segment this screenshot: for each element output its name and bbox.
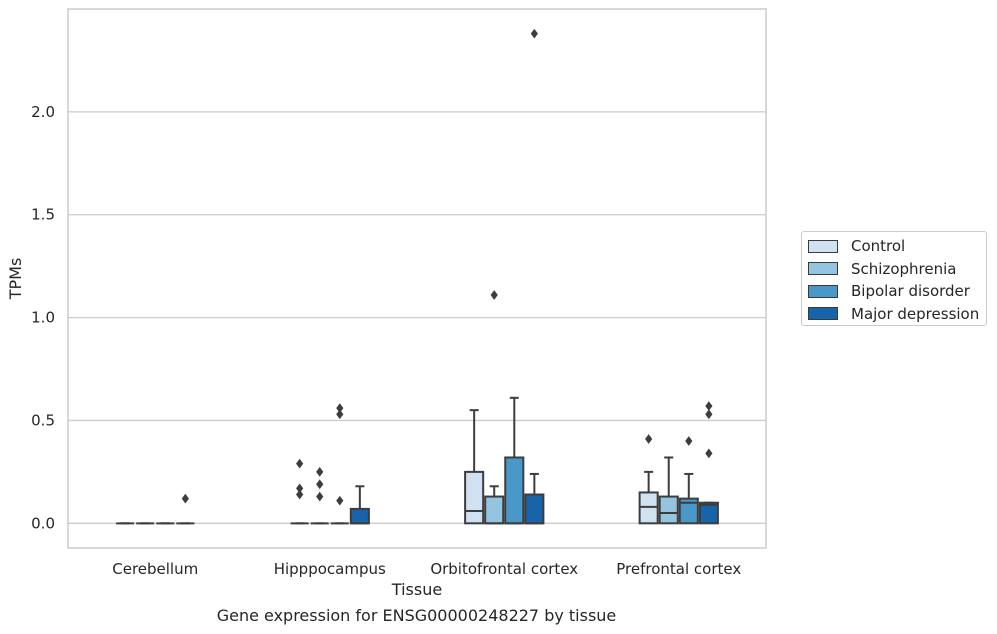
legend-swatch [808, 307, 838, 321]
outlier-marker [181, 493, 189, 504]
box-schizophrenia [658, 456, 679, 525]
outlier-marker [296, 458, 304, 469]
box-schizophrenia [310, 467, 329, 525]
x-tick-label: Cerebellum [112, 560, 198, 578]
y-tick-label: 0.0 [31, 514, 55, 532]
outlier-marker [336, 403, 344, 413]
legend-item: Control [802, 235, 986, 258]
outlier-marker [336, 409, 344, 420]
legend-swatch [808, 262, 838, 276]
legend-swatch [808, 239, 838, 253]
box-body [658, 495, 679, 525]
outlier-marker [705, 409, 713, 420]
legend-item: Major depression [802, 303, 986, 326]
outlier-marker [685, 436, 693, 446]
y-tick-label: 1.0 [31, 309, 55, 327]
y-tick-label: 2.0 [31, 103, 55, 121]
x-tick-label: Prefrontal cortex [616, 560, 741, 578]
outlier-marker [336, 495, 344, 506]
outlier-marker [530, 28, 538, 39]
legend-swatch [808, 284, 838, 298]
x-tick-label: Hipppocampus [274, 560, 386, 578]
box-control [290, 458, 309, 525]
box-body [484, 495, 505, 525]
box-body [698, 501, 719, 525]
box-bipolar-disorder [678, 436, 699, 525]
plot-frame [67, 8, 767, 549]
x-tick-label: Orbitofrontal cortex [430, 560, 578, 578]
box-major-depression [349, 485, 370, 525]
box-major-depression [698, 401, 719, 525]
legend-item: Schizophrenia [802, 258, 986, 281]
box-control [638, 434, 659, 525]
x-axis-label: Tissue [391, 580, 442, 599]
box-body [638, 491, 659, 525]
outlier-marker [316, 467, 324, 477]
box-bipolar-disorder [504, 396, 525, 525]
box-major-depression [524, 28, 545, 525]
box-major-depression [176, 493, 195, 525]
legend: Control Schizophrenia Bipolar disorder Majo… [801, 231, 987, 326]
outlier-marker [316, 479, 324, 490]
y-axis-label: TPMs [6, 258, 25, 301]
x-tick-labels: Cerebellum Hipppocampus Orbitofrontal cort… [112, 560, 741, 578]
boxes [116, 28, 719, 525]
outlier-marker [705, 401, 713, 411]
box-control [464, 409, 485, 525]
box-body [464, 470, 485, 525]
y-tick-labels: 0.0 0.5 1.0 1.5 2.0 [31, 103, 55, 532]
outlier-marker [490, 290, 498, 300]
legend-label: Major depression [851, 304, 980, 323]
box-bipolar-disorder [330, 403, 349, 525]
outlier-marker [705, 448, 713, 459]
legend-item: Bipolar disorder [802, 280, 986, 303]
outlier-marker [316, 491, 324, 502]
chart-caption: Gene expression for ENSG00000248227 by t… [216, 606, 617, 625]
box-body [504, 456, 525, 525]
outlier-marker [296, 489, 304, 500]
outlier-marker [296, 483, 304, 494]
gridlines [68, 111, 766, 524]
legend-label: Control [851, 237, 906, 256]
box-body [349, 507, 370, 525]
box-body [678, 497, 699, 525]
box-schizophrenia [484, 290, 505, 525]
legend-label: Schizophrenia [851, 259, 957, 278]
y-tick-label: 1.5 [31, 206, 55, 224]
y-tick-label: 0.5 [31, 411, 55, 429]
outlier-marker [645, 434, 653, 444]
legend-label: Bipolar disorder [851, 282, 970, 301]
box-body [524, 493, 545, 525]
